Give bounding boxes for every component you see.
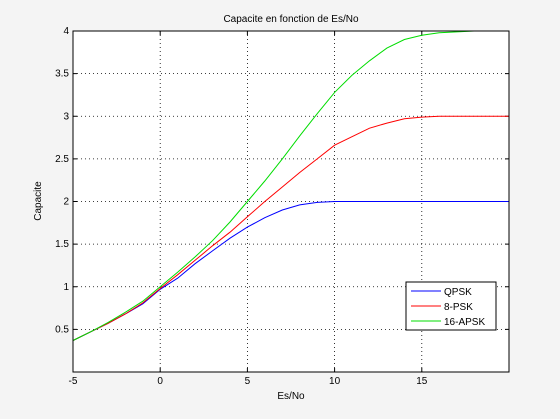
legend-label-8psk: 8-PSK	[444, 302, 473, 313]
x-tick-label: 15	[416, 376, 428, 387]
series-line-8-psk	[72, 115, 509, 341]
series-lines	[72, 30, 509, 341]
chart-title: Capacite en fonction de Es/No	[223, 14, 359, 25]
plot-frame	[72, 30, 510, 373]
x-tick-label: 5	[245, 376, 251, 387]
legend-label-16apsk: 16-APSK	[444, 317, 485, 328]
y-tick-label: 3.5	[55, 69, 69, 80]
y-tick-label: 2	[63, 197, 69, 208]
y-tick-label: 4	[63, 26, 69, 37]
y-tick-label: 2.5	[55, 154, 69, 165]
x-tick-label: 10	[329, 376, 341, 387]
y-axis-label: Capacite	[33, 181, 44, 221]
y-tick-label: 0.5	[55, 324, 69, 335]
legend: QPSK 8-PSK 16-APSK	[405, 281, 497, 331]
y-tick-label: 3	[63, 111, 69, 122]
legend-label-qpsk: QPSK	[444, 287, 472, 298]
y-tick-label: 1	[63, 282, 69, 293]
x-axis-label: Es/No	[277, 391, 305, 402]
y-tick-label: 1.5	[55, 239, 69, 250]
series-line-16-apsk	[72, 30, 509, 341]
x-tick-label: -5	[69, 376, 78, 387]
x-tick-label: 0	[157, 376, 163, 387]
x-axis: -5 0 5 10 15	[69, 31, 428, 387]
